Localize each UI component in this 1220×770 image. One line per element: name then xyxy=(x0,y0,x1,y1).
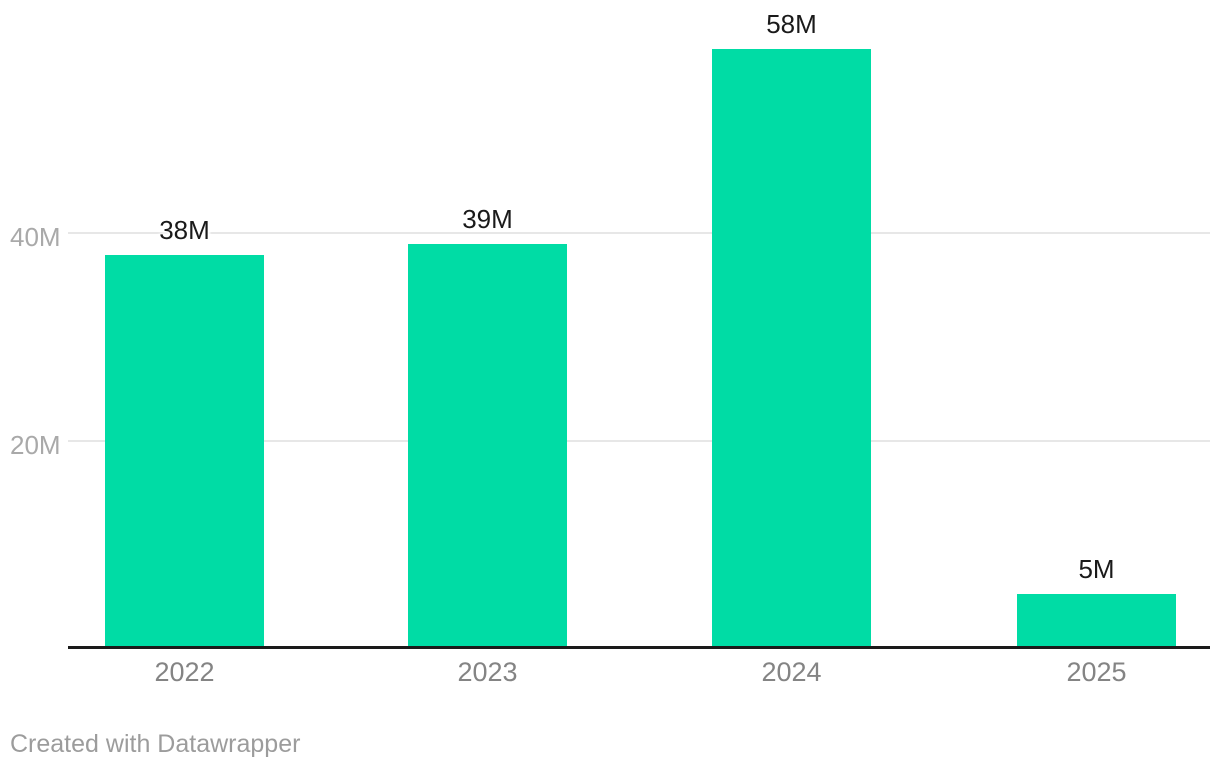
x-axis-label-2025: 2025 xyxy=(1066,657,1127,687)
x-axis-line xyxy=(68,646,1210,649)
bar-group-2025: 5M xyxy=(1017,556,1176,646)
bar-value-label-2025: 5M xyxy=(1078,554,1115,584)
gridline-20m xyxy=(68,440,1210,442)
x-axis-label-2022: 2022 xyxy=(154,657,215,687)
x-axis-label-2024: 2024 xyxy=(761,657,822,687)
x-axis-label-2023: 2023 xyxy=(457,657,518,687)
y-axis-tick-20m: 20M xyxy=(10,430,61,460)
datawrapper-credit-link[interactable]: Created with Datawrapper xyxy=(10,730,301,758)
bar-value-label-2024: 58M xyxy=(766,9,817,39)
bar-value-label-2023: 39M xyxy=(462,204,513,234)
gridline-40m xyxy=(68,232,1210,234)
bar-group-2023: 39M xyxy=(408,206,567,646)
bar-value-label-2022: 38M xyxy=(159,215,210,245)
bar-2024[interactable] xyxy=(712,49,871,646)
bar-group-2022: 38M xyxy=(105,217,264,646)
bar-2025[interactable] xyxy=(1017,594,1176,646)
bar-group-2024: 58M xyxy=(712,11,871,646)
y-axis-tick-40m: 40M xyxy=(10,222,61,252)
bar-2022[interactable] xyxy=(105,255,264,646)
bar-2023[interactable] xyxy=(408,244,567,646)
